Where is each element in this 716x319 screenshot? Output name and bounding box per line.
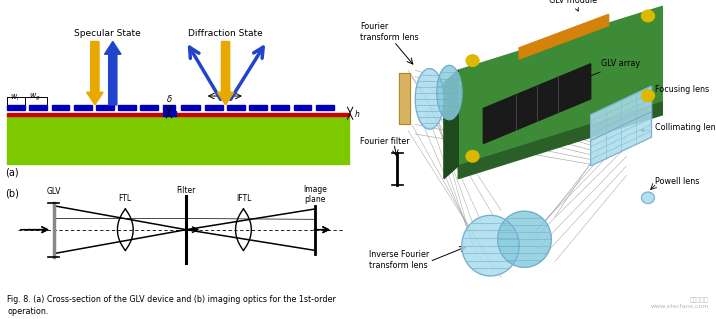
Polygon shape (462, 215, 519, 276)
Polygon shape (519, 14, 609, 59)
Text: $\Lambda$: $\Lambda$ (221, 84, 228, 94)
Text: Collimating lens: Collimating lens (641, 123, 716, 132)
Polygon shape (483, 64, 591, 144)
Text: FTL: FTL (119, 194, 132, 203)
Text: Specular State: Specular State (74, 29, 141, 38)
Circle shape (642, 10, 654, 22)
Text: Fourier
transform lens: Fourier transform lens (360, 22, 418, 42)
Text: $h$: $h$ (354, 108, 360, 119)
Text: IFTL: IFTL (236, 194, 251, 203)
Polygon shape (415, 69, 444, 129)
Bar (118, 105, 136, 110)
Bar (29, 105, 47, 110)
Text: 电子发烧友
www.elecfans.com: 电子发烧友 www.elecfans.com (650, 298, 709, 309)
Text: Inverse Fourier
transform lens: Inverse Fourier transform lens (369, 250, 429, 270)
Text: $w_r$: $w_r$ (11, 93, 21, 103)
Bar (7, 105, 25, 110)
Circle shape (466, 151, 479, 162)
Text: Focusing lens: Focusing lens (641, 85, 710, 99)
Text: Image
plane: Image plane (303, 185, 327, 204)
Text: (a): (a) (6, 167, 19, 177)
Bar (181, 105, 200, 110)
Text: Fourier filter: Fourier filter (360, 137, 410, 146)
Text: GLV array: GLV array (576, 59, 641, 82)
Polygon shape (458, 102, 662, 179)
Text: GLV module: GLV module (548, 0, 597, 11)
Text: Powell lens: Powell lens (655, 177, 700, 186)
Bar (271, 105, 289, 110)
Bar (205, 105, 223, 110)
Text: GLV: GLV (47, 187, 61, 196)
Polygon shape (591, 86, 652, 140)
Text: $\delta$: $\delta$ (165, 93, 173, 104)
Bar (96, 105, 114, 110)
FancyArrow shape (87, 41, 103, 105)
Polygon shape (437, 65, 462, 120)
Bar (227, 105, 245, 110)
Circle shape (466, 55, 479, 66)
Text: Diffraction State: Diffraction State (188, 29, 263, 38)
Circle shape (642, 192, 654, 204)
Bar (140, 105, 158, 110)
Bar (163, 111, 176, 116)
FancyArrow shape (218, 41, 234, 105)
Polygon shape (444, 70, 458, 179)
Circle shape (642, 90, 654, 101)
Text: Filter: Filter (176, 186, 196, 195)
FancyArrow shape (105, 41, 121, 105)
Bar (249, 105, 267, 110)
Text: (b): (b) (6, 188, 19, 198)
Text: $w_g$: $w_g$ (29, 92, 40, 103)
Bar (163, 105, 175, 110)
Text: Fig. 8. (a) Cross-section of the GLV device and (b) imaging optics for the 1st-o: Fig. 8. (a) Cross-section of the GLV dev… (7, 295, 336, 315)
Bar (52, 105, 69, 110)
Bar (7, 116, 349, 164)
Bar (294, 105, 311, 110)
Polygon shape (458, 6, 662, 166)
Polygon shape (591, 112, 652, 166)
Polygon shape (400, 73, 410, 124)
Bar (7, 113, 349, 116)
Polygon shape (498, 211, 551, 267)
Bar (316, 105, 334, 110)
Bar (74, 105, 92, 110)
